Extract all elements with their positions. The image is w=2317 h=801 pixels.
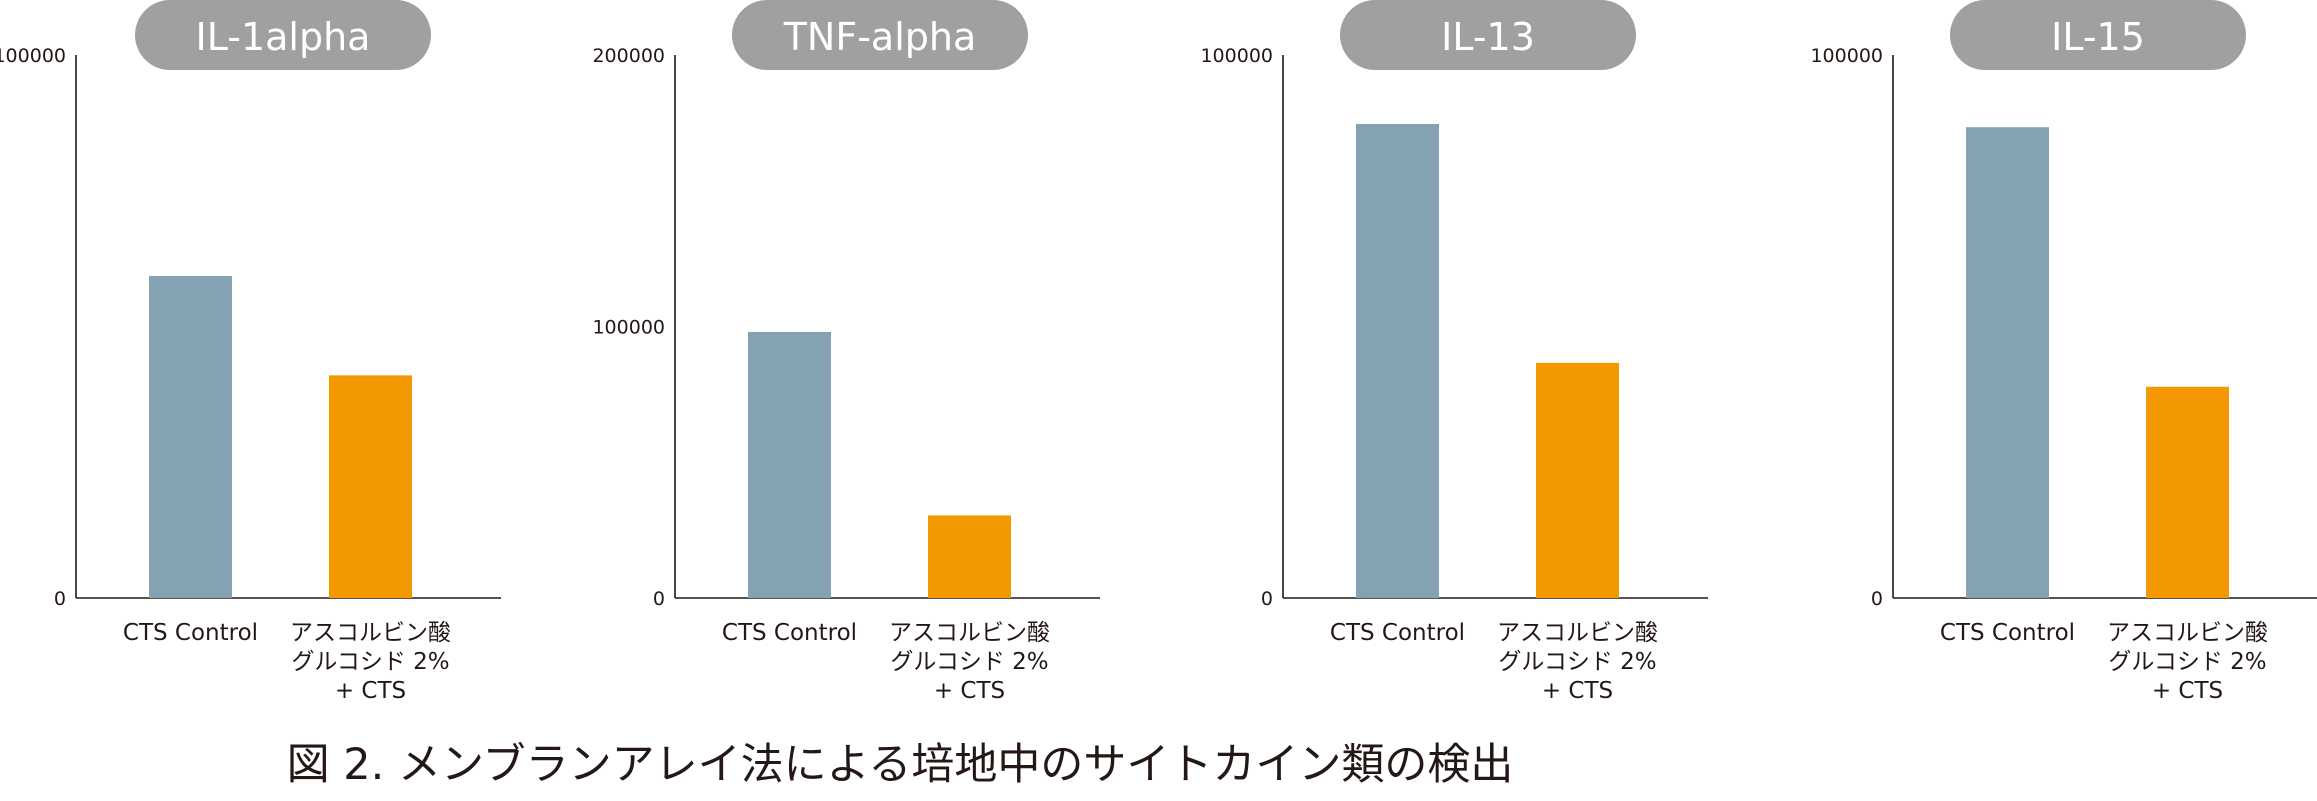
x-category-label: アスコルビン酸グルコシド 2% + CTS: [1497, 620, 1658, 704]
bar-treated: [2146, 386, 2229, 598]
y-tick-label: 200000: [592, 45, 665, 67]
bar-treated: [329, 375, 412, 598]
bar-control: [1356, 123, 1439, 598]
x-category-label: CTS Control: [1940, 620, 2075, 646]
x-category-label: CTS Control: [722, 620, 857, 646]
bar-control: [748, 331, 831, 598]
title-pill: [1340, 0, 1636, 70]
y-tick-label: 0: [1261, 588, 1273, 610]
title-pill: [135, 0, 431, 70]
chart-title: IL-15: [2051, 15, 2145, 59]
y-tick-label: 100000: [1810, 45, 1883, 67]
bar-treated: [1536, 362, 1619, 598]
bar-control: [149, 276, 232, 598]
panel-4: IL-15 0 100000 CTS Control アスコルビン酸グルコシド 2% + …: [1810, 0, 2317, 704]
chart-title: IL-13: [1441, 15, 1535, 59]
chart-title: IL-1alpha: [196, 15, 371, 59]
y-tick-label: 100000: [1200, 45, 1273, 67]
bar-treated: [928, 515, 1011, 598]
panel-3: IL-13 0 100000 CTS Control アスコルビン酸グルコシド 2% + …: [1200, 0, 1708, 704]
x-category-label: アスコルビン酸グルコシド 2% + CTS: [290, 620, 451, 704]
x-category-label: CTS Control: [1330, 620, 1465, 646]
bar-control: [1966, 127, 2049, 599]
panel-1: IL-1alpha 0 100000 CTS Control アスコルビン酸グルコシド …: [0, 0, 501, 704]
panel-2: TNF-alpha 0 100000 200000 CTS Control アスコルビン酸…: [592, 0, 1100, 704]
x-category-label: アスコルビン酸グルコシド 2% + CTS: [2107, 620, 2268, 704]
x-category-label: CTS Control: [123, 620, 258, 646]
figure-caption: 図 2. メンブランアレイ法による培地中のサイトカイン類の検出: [286, 740, 1514, 790]
y-tick-label: 0: [1871, 588, 1883, 610]
x-category-label: アスコルビン酸グルコシド 2% + CTS: [889, 620, 1050, 704]
y-tick-label: 100000: [0, 45, 66, 67]
y-tick-label: 0: [653, 588, 665, 610]
y-tick-label: 0: [54, 588, 66, 610]
y-tick-label: 100000: [592, 317, 665, 339]
chart-title: TNF-alpha: [783, 15, 977, 59]
title-pill: [1950, 0, 2246, 70]
title-pill: [732, 0, 1028, 70]
